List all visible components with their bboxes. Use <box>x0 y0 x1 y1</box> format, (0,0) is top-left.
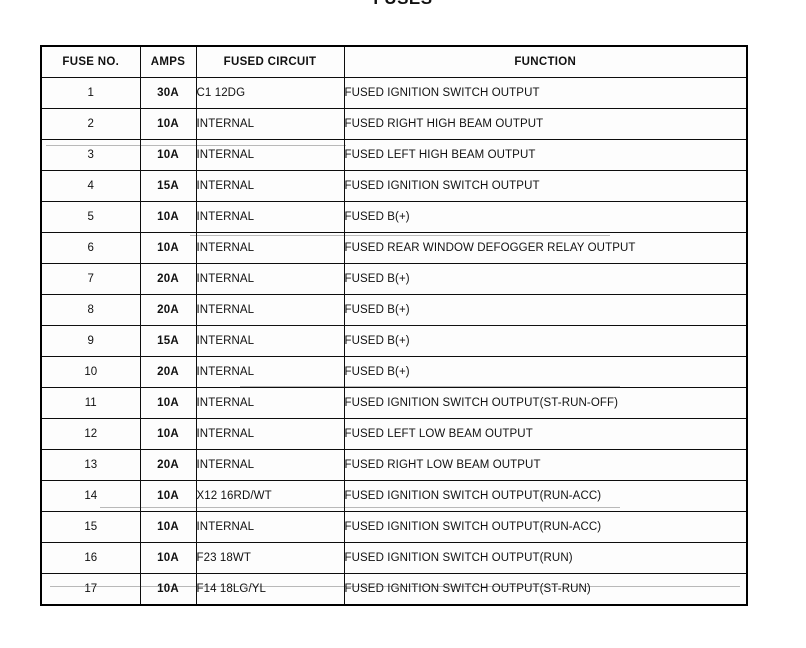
cell-function: FUSED RIGHT HIGH BEAM OUTPUT <box>343 108 748 140</box>
cell-fused-circuit: INTERNAL <box>195 263 345 295</box>
table-row: 14 10A X12 16RD/WT FUSED IGNITION SWITCH OU… <box>40 480 748 512</box>
cell-fuse-no: 9 <box>40 325 141 357</box>
cell-amps: 10A <box>139 139 197 171</box>
cell-amps: 20A <box>139 294 197 326</box>
cell-amps: 10A <box>139 480 197 512</box>
cell-fuse-no: 4 <box>40 170 141 202</box>
table-row: 7 20A INTERNAL FUSED B(+) <box>40 263 748 295</box>
cell-function: FUSED LEFT HIGH BEAM OUTPUT <box>343 139 748 171</box>
table-row: 2 10A INTERNAL FUSED RIGHT HIGH BEAM OUTPUT <box>40 108 748 140</box>
cell-fuse-no: 5 <box>40 201 141 233</box>
table-row: 12 10A INTERNAL FUSED LEFT LOW BEAM OUTPUT <box>40 418 748 450</box>
column-header-circuit: FUSED CIRCUIT <box>195 45 345 78</box>
cell-fused-circuit: INTERNAL <box>195 232 345 264</box>
cell-amps: 10A <box>139 201 197 233</box>
cell-amps: 10A <box>139 232 197 264</box>
table-row: 16 10A F23 18WT FUSED IGNITION SWITCH OUTPU… <box>40 542 748 574</box>
cell-amps: 10A <box>139 387 197 419</box>
table-row: 6 10A INTERNAL FUSED REAR WINDOW DEFOGGER R… <box>40 232 748 264</box>
cell-amps: 10A <box>139 542 197 574</box>
page-title: FUSES <box>0 0 806 9</box>
table-body: 1 30A C1 12DG FUSED IGNITION SWITCH OUTPUT 2… <box>40 77 748 606</box>
cell-amps: 10A <box>139 418 197 450</box>
table-row: 5 10A INTERNAL FUSED B(+) <box>40 201 748 233</box>
table-row: 10 20A INTERNAL FUSED B(+) <box>40 356 748 388</box>
fuse-chart-table: FUSE NO. AMPS FUSED CIRCUIT FUNCTION 1 30… <box>40 45 748 606</box>
cell-function: FUSED IGNITION SWITCH OUTPUT(ST-RUN-OFF) <box>343 387 748 419</box>
cell-amps: 15A <box>139 170 197 202</box>
cell-fused-circuit: INTERNAL <box>195 201 345 233</box>
page-title-clip: FUSES <box>0 0 806 9</box>
table-header: FUSE NO. AMPS FUSED CIRCUIT FUNCTION <box>40 45 748 78</box>
cell-fused-circuit: X12 16RD/WT <box>195 480 345 512</box>
cell-function: FUSED IGNITION SWITCH OUTPUT(RUN-ACC) <box>343 480 748 512</box>
table-row: 8 20A INTERNAL FUSED B(+) <box>40 294 748 326</box>
fuse-table-container: FUSE NO. AMPS FUSED CIRCUIT FUNCTION 1 30… <box>40 45 748 606</box>
table-row: 11 10A INTERNAL FUSED IGNITION SWITCH OUTPU… <box>40 387 748 419</box>
cell-function: FUSED B(+) <box>343 325 748 357</box>
cell-amps: 10A <box>139 108 197 140</box>
cell-fused-circuit: INTERNAL <box>195 325 345 357</box>
table-row: 17 10A F14 18LG/YL FUSED IGNITION SWITCH OU… <box>40 573 748 606</box>
cell-function: FUSED LEFT LOW BEAM OUTPUT <box>343 418 748 450</box>
cell-fuse-no: 14 <box>40 480 141 512</box>
table-row: 4 15A INTERNAL FUSED IGNITION SWITCH OUTPUT <box>40 170 748 202</box>
cell-fuse-no: 7 <box>40 263 141 295</box>
cell-function: FUSED IGNITION SWITCH OUTPUT <box>343 170 748 202</box>
cell-function: FUSED RIGHT LOW BEAM OUTPUT <box>343 449 748 481</box>
cell-amps: 15A <box>139 325 197 357</box>
cell-fuse-no: 2 <box>40 108 141 140</box>
cell-function: FUSED B(+) <box>343 263 748 295</box>
cell-fused-circuit: INTERNAL <box>195 294 345 326</box>
cell-amps: 10A <box>139 511 197 543</box>
cell-fused-circuit: INTERNAL <box>195 387 345 419</box>
cell-function: FUSED IGNITION SWITCH OUTPUT(ST-RUN) <box>343 573 748 606</box>
cell-function: FUSED REAR WINDOW DEFOGGER RELAY OUTPUT <box>343 232 748 264</box>
cell-function: FUSED B(+) <box>343 201 748 233</box>
cell-fused-circuit: INTERNAL <box>195 356 345 388</box>
cell-fuse-no: 1 <box>40 77 141 109</box>
cell-fused-circuit: INTERNAL <box>195 418 345 450</box>
cell-fused-circuit: INTERNAL <box>195 139 345 171</box>
cell-fused-circuit: F23 18WT <box>195 542 345 574</box>
cell-fuse-no: 13 <box>40 449 141 481</box>
cell-amps: 30A <box>139 77 197 109</box>
table-row: 13 20A INTERNAL FUSED RIGHT LOW BEAM OUTPUT <box>40 449 748 481</box>
column-header-function: FUNCTION <box>343 45 748 78</box>
cell-function: FUSED B(+) <box>343 294 748 326</box>
cell-fuse-no: 11 <box>40 387 141 419</box>
cell-fuse-no: 16 <box>40 542 141 574</box>
cell-amps: 20A <box>139 263 197 295</box>
header-row: FUSE NO. AMPS FUSED CIRCUIT FUNCTION <box>40 45 748 78</box>
cell-fused-circuit: INTERNAL <box>195 449 345 481</box>
cell-fused-circuit: C1 12DG <box>195 77 345 109</box>
cell-fused-circuit: INTERNAL <box>195 511 345 543</box>
cell-fuse-no: 12 <box>40 418 141 450</box>
table-row: 3 10A INTERNAL FUSED LEFT HIGH BEAM OUTPUT <box>40 139 748 171</box>
cell-amps: 20A <box>139 356 197 388</box>
cell-fused-circuit: F14 18LG/YL <box>195 573 345 606</box>
cell-fused-circuit: INTERNAL <box>195 170 345 202</box>
table-row: 1 30A C1 12DG FUSED IGNITION SWITCH OUTPUT <box>40 77 748 109</box>
cell-amps: 10A <box>139 573 197 606</box>
cell-function: FUSED IGNITION SWITCH OUTPUT(RUN-ACC) <box>343 511 748 543</box>
cell-fuse-no: 15 <box>40 511 141 543</box>
cell-fuse-no: 8 <box>40 294 141 326</box>
cell-fuse-no: 17 <box>40 573 141 606</box>
column-header-fuse-no: FUSE NO. <box>40 45 141 78</box>
table-row: 15 10A INTERNAL FUSED IGNITION SWITCH OUTPU… <box>40 511 748 543</box>
cell-fused-circuit: INTERNAL <box>195 108 345 140</box>
column-header-amps: AMPS <box>139 45 197 78</box>
cell-fuse-no: 10 <box>40 356 141 388</box>
cell-fuse-no: 3 <box>40 139 141 171</box>
cell-fuse-no: 6 <box>40 232 141 264</box>
cell-function: FUSED B(+) <box>343 356 748 388</box>
cell-amps: 20A <box>139 449 197 481</box>
cell-function: FUSED IGNITION SWITCH OUTPUT(RUN) <box>343 542 748 574</box>
cell-function: FUSED IGNITION SWITCH OUTPUT <box>343 77 748 109</box>
table-row: 9 15A INTERNAL FUSED B(+) <box>40 325 748 357</box>
